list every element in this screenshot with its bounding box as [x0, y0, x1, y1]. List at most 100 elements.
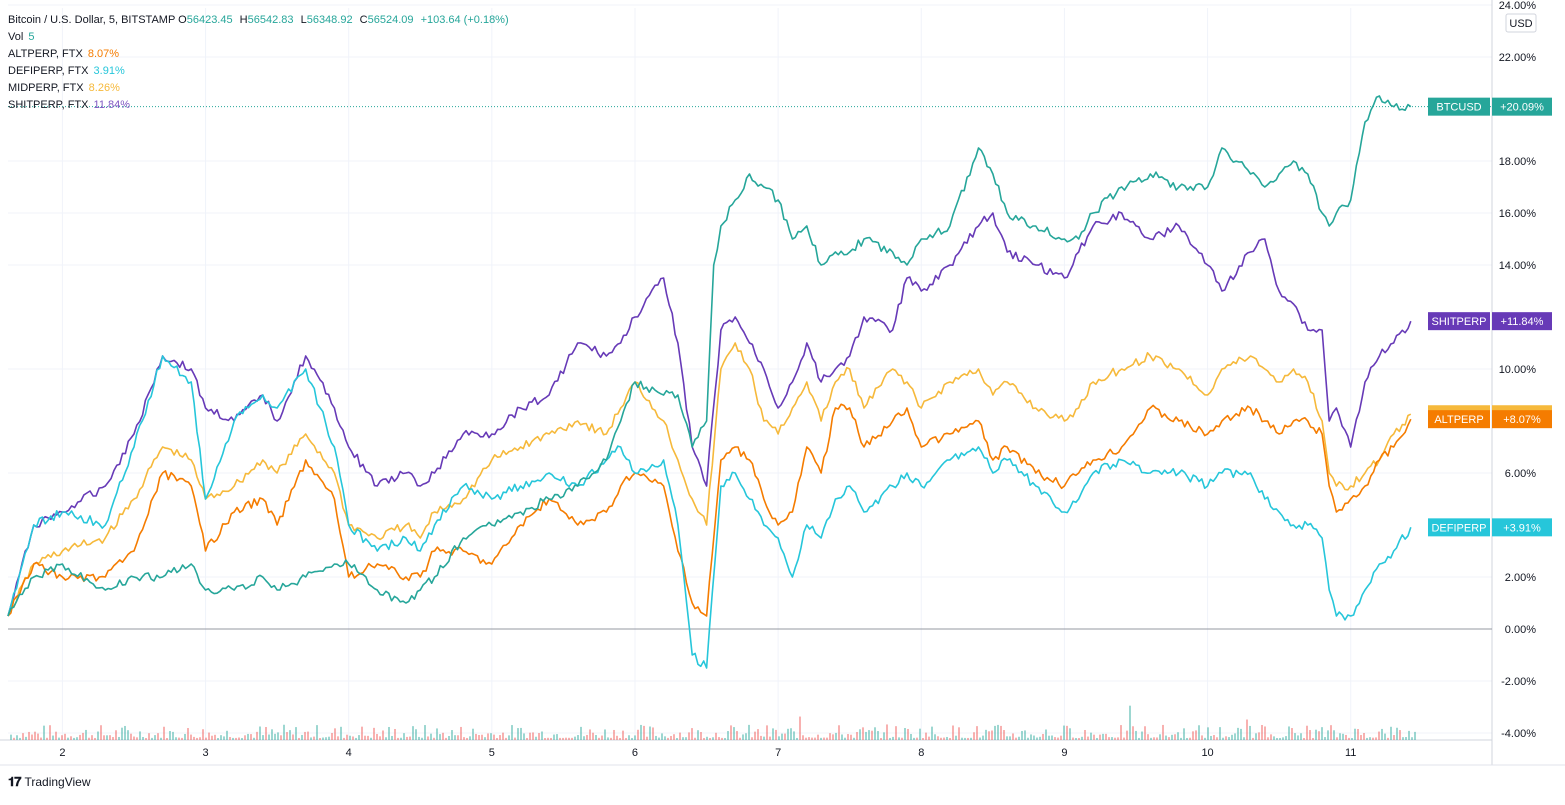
- volume-bar: [730, 725, 732, 740]
- volume-bar: [745, 733, 747, 740]
- volume-bar: [1135, 730, 1137, 740]
- volume-bar: [1162, 724, 1164, 740]
- volume-bar: [703, 737, 705, 740]
- volume-bar: [1225, 736, 1227, 740]
- volume-bar: [1147, 734, 1149, 740]
- volume-bar: [1252, 737, 1254, 740]
- legend-compare-altperp[interactable]: ALTPERP, FTX 8.07%: [8, 46, 513, 63]
- legend-main[interactable]: Bitcoin / U.S. Dollar, 5, BITSTAMP O5642…: [8, 12, 513, 29]
- volume-bar: [595, 735, 597, 740]
- volume-bar: [610, 737, 612, 740]
- volume-bar: [1042, 733, 1044, 740]
- volume-bar: [1075, 737, 1077, 740]
- volume-bar: [88, 737, 90, 740]
- volume-bar: [292, 734, 294, 740]
- volume-bar: [1192, 731, 1194, 740]
- volume-bar: [814, 737, 816, 740]
- volume-bar: [202, 729, 204, 740]
- volume-bar: [604, 729, 606, 740]
- close-label: C: [359, 14, 368, 26]
- volume-bar: [367, 735, 369, 740]
- volume-bar: [718, 737, 720, 740]
- volume-bar: [1066, 725, 1068, 740]
- volume-bar: [394, 728, 396, 740]
- volume-bar: [820, 737, 822, 740]
- volume-bar: [157, 733, 159, 740]
- volume-bar: [571, 737, 573, 740]
- y-tick-label: 2.00%: [1505, 572, 1536, 584]
- legend-compare-shitperp[interactable]: SHITPERP, FTX 11.84%: [8, 97, 513, 114]
- volume-bar: [772, 728, 774, 740]
- badge-value: +20.09%: [1500, 102, 1544, 114]
- volume-bar: [985, 729, 987, 740]
- volume-bar: [541, 731, 543, 740]
- volume-bar: [52, 735, 54, 740]
- volume-bar: [637, 729, 639, 740]
- volume-bar: [1111, 737, 1113, 740]
- volume-bar: [1174, 734, 1176, 740]
- volume-bar: [43, 725, 45, 740]
- legend-volume[interactable]: Vol 5: [8, 29, 513, 46]
- series-lines: [7, 95, 1412, 669]
- legend-compare-defiperp[interactable]: DEFIPERP, FTX 3.91%: [8, 63, 513, 80]
- volume-bar: [937, 736, 939, 740]
- volume-bar: [112, 737, 114, 740]
- volume-bar: [655, 735, 657, 740]
- volume-bar: [490, 733, 492, 740]
- volume-bar: [1237, 727, 1239, 740]
- volume-bar: [73, 737, 75, 740]
- legend-compare-midperp[interactable]: MIDPERP, FTX 8.26%: [8, 80, 513, 97]
- volume-bars: [10, 705, 1416, 740]
- volume-bar: [1384, 733, 1386, 740]
- volume-bar: [499, 735, 501, 740]
- volume-bar: [364, 735, 366, 740]
- volume-bar: [598, 737, 600, 740]
- volume-bar: [214, 734, 216, 740]
- compare-value: 8.26%: [88, 82, 120, 94]
- volume-bar: [877, 731, 879, 740]
- volume-bar: [61, 735, 63, 740]
- volume-bar: [1201, 735, 1203, 740]
- volume-bar: [319, 737, 321, 740]
- volume-bar: [103, 735, 105, 740]
- volume-bar: [28, 731, 30, 740]
- volume-bar: [409, 736, 411, 740]
- volume-bar: [415, 729, 417, 740]
- volume-bar: [1282, 737, 1284, 740]
- volume-bar: [79, 734, 81, 740]
- volume-bar: [325, 737, 327, 740]
- volume-bar: [1264, 726, 1266, 740]
- currency-box[interactable]: [1505, 13, 1537, 33]
- volume-bar: [649, 726, 651, 740]
- y-axis: 24.00% 22.00% 18.00% 16.00% 14.00% 10.00% 6.00…: [1499, 0, 1537, 740]
- volume-bar: [1357, 729, 1359, 740]
- volume-bar: [124, 725, 126, 740]
- y-tick-label: 16.00%: [1499, 208, 1537, 220]
- volume-bar: [670, 735, 672, 740]
- volume-bar: [619, 738, 621, 740]
- volume-bar: [952, 725, 954, 740]
- volume-bar: [1348, 737, 1350, 740]
- volume-bar: [616, 735, 618, 740]
- volume-bar: [916, 737, 918, 740]
- volume-bar: [391, 735, 393, 740]
- volume-bar: [925, 732, 927, 740]
- volume-bar: [1105, 733, 1107, 740]
- volume-bar: [178, 737, 180, 740]
- volume-bar: [493, 734, 495, 740]
- volume-bar: [1171, 734, 1173, 740]
- tradingview-logo[interactable]: 𝟏𝟕 TradingView: [8, 774, 91, 790]
- volume-bar: [508, 735, 510, 740]
- volume-bar: [913, 737, 915, 740]
- volume-bar: [1060, 735, 1062, 740]
- volume-bar: [175, 737, 177, 740]
- volume-bar: [307, 731, 309, 740]
- volume-bar: [685, 737, 687, 740]
- volume-bar: [1240, 728, 1242, 740]
- series-line-btcusd: [7, 95, 1412, 617]
- volume-bar: [976, 726, 978, 740]
- volume-bar: [907, 728, 909, 740]
- volume-bar: [1168, 737, 1170, 740]
